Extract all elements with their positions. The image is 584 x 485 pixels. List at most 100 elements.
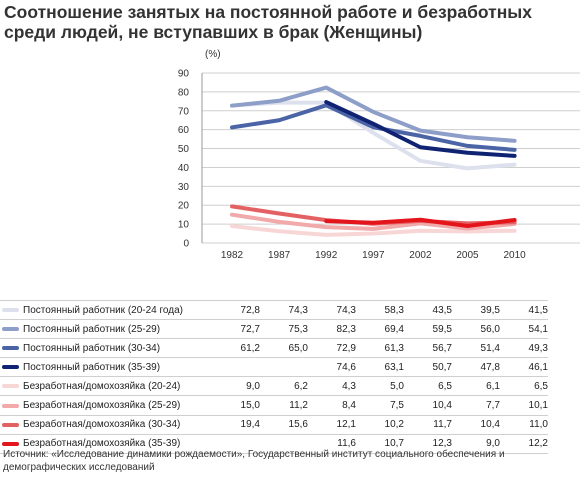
series-label: Постоянный работник (30-34) <box>20 338 237 358</box>
x-tick-label: 2005 <box>456 250 479 261</box>
table-cell-value <box>260 357 308 377</box>
table-cell-value <box>260 433 308 454</box>
legend-swatch-line <box>2 403 19 408</box>
table-cell-value: 6,2 <box>260 376 308 396</box>
table-cell-value: 12,1 <box>308 414 356 435</box>
x-tick-label: 1992 <box>315 250 338 261</box>
series-label: Постоянный работник (35-39) <box>20 357 237 377</box>
y-axis-label: (%) <box>205 49 221 60</box>
legend-swatch <box>0 338 20 358</box>
legend-swatch <box>0 299 20 320</box>
table-row: Безработная/домохозяйка (25-29) 15,0 11,2 8… <box>0 395 548 416</box>
data-table: Постоянный работник (20-24 года) 72,8 74,3… <box>0 299 584 454</box>
legend-swatch <box>0 319 20 339</box>
legend-swatch-line <box>2 365 19 370</box>
source-note: Источник: «Исследование динамики рождаем… <box>3 449 505 473</box>
table-cell-value: 75,3 <box>260 319 308 339</box>
series-label: Постоянный работник (20-24 года) <box>20 299 237 320</box>
table-cell-value: 65,0 <box>260 338 308 358</box>
table-cell-value: 54,1 <box>500 319 548 339</box>
legend-swatch-line <box>2 422 19 427</box>
legend-swatch <box>0 433 20 454</box>
table-cell-value: 15,6 <box>260 414 308 435</box>
y-tick-label: 50 <box>178 144 190 155</box>
table-cell-value: 10,7 <box>356 433 404 454</box>
table-cell-value: 69,4 <box>356 319 404 339</box>
series-label: Безработная/домохозяйка (30-34) <box>20 414 237 435</box>
x-tick-label: 1982 <box>221 250 244 261</box>
y-tick-label: 60 <box>178 125 190 136</box>
x-tick-label: 2010 <box>503 250 526 261</box>
table-cell-value: 47,8 <box>452 357 500 377</box>
table-cell-value <box>237 433 260 454</box>
table-cell-value: 9,0 <box>452 433 500 454</box>
table-cell-value: 39,5 <box>452 299 500 320</box>
table-cell-value: 72,8 <box>237 299 260 320</box>
series-label: Безработная/домохозяйка (20-24) <box>20 376 237 396</box>
table-cell-value: 7,7 <box>452 395 500 416</box>
table-cell-value: 11,2 <box>260 395 308 416</box>
y-tick-label: 70 <box>178 106 190 117</box>
y-tick-label: 10 <box>178 220 190 231</box>
table-cell-value: 10,4 <box>404 395 452 416</box>
table-cell-value: 51,4 <box>452 338 500 358</box>
table-cell-value: 9,0 <box>237 376 260 396</box>
table-cell-value: 46,1 <box>500 357 548 377</box>
table-row: Безработная/домохозяйка (35-39) 11,6 10,7 1… <box>0 433 548 454</box>
table-cell-value: 11,6 <box>308 433 356 454</box>
table-cell-value: 11,0 <box>500 414 548 435</box>
table-cell-value: 61,2 <box>237 338 260 358</box>
table-cell-value: 4,3 <box>308 376 356 396</box>
table-cell-value: 15,0 <box>237 395 260 416</box>
series-label: Безработная/домохозяйка (35-39) <box>20 433 237 454</box>
table-cell-value: 59,5 <box>404 319 452 339</box>
table-cell-value: 58,3 <box>356 299 404 320</box>
y-tick-label: 80 <box>178 87 190 98</box>
series-lines <box>230 85 517 237</box>
table-row: Постоянный работник (35-39) 74,6 63,1 50,7 4… <box>0 357 548 377</box>
legend-swatch-line <box>2 346 19 351</box>
series-label: Постоянный работник (25-29) <box>20 319 237 339</box>
table-row: Постоянный работник (30-34) 61,2 65,0 72,9 6… <box>0 338 548 358</box>
legend-swatch <box>0 395 20 416</box>
table-cell-value: 11,7 <box>404 414 452 435</box>
y-tick-label: 30 <box>178 182 190 193</box>
table-cell-value: 56,0 <box>452 319 500 339</box>
table-cell-value: 8,4 <box>308 395 356 416</box>
table-cell-value: 12,3 <box>404 433 452 454</box>
table-cell-value: 6,5 <box>404 376 452 396</box>
table-cell-value: 56,7 <box>404 338 452 358</box>
table-cell-value: 82,3 <box>308 319 356 339</box>
legend-swatch-line <box>2 308 19 313</box>
table-cell-value: 50,7 <box>404 357 452 377</box>
table-row: Безработная/домохозяйка (30-34) 19,4 15,6 1… <box>0 414 548 435</box>
table-row: Постоянный работник (20-24 года) 72,8 74,3… <box>0 299 548 320</box>
table-cell-value: 12,2 <box>500 433 548 454</box>
legend-swatch <box>0 414 20 435</box>
chart-title-line-1: Соотношение занятых на постоянной работе… <box>4 2 532 22</box>
table-cell-value: 72,9 <box>308 338 356 358</box>
table-cell-value: 43,5 <box>404 299 452 320</box>
table-cell-value: 10,2 <box>356 414 404 435</box>
table-cell-value: 63,1 <box>356 357 404 377</box>
axes: 0 10 20 30 40 50 60 70 80 90 (%) 1982 1987 1992 1997 20… <box>178 49 526 261</box>
y-tick-label: 40 <box>178 163 190 174</box>
table-cell-value: 7,5 <box>356 395 404 416</box>
table-cell-value: 5,0 <box>356 376 404 396</box>
table-cell-value: 41,5 <box>500 299 548 320</box>
table-cell-value: 49,3 <box>500 338 548 358</box>
legend-swatch-line <box>2 441 19 446</box>
table-cell-value: 10,4 <box>452 414 500 435</box>
x-tick-label: 1987 <box>268 250 291 261</box>
table-cell-value: 10,1 <box>500 395 548 416</box>
table-row: Постоянный работник (25-29) 72,7 75,3 82,3 6… <box>0 319 548 339</box>
table-cell-value: 6,5 <box>500 376 548 396</box>
table-cell-value: 72,7 <box>237 319 260 339</box>
table-cell-value: 6,1 <box>452 376 500 396</box>
table-cell-value: 74,3 <box>308 299 356 320</box>
y-tick-label: 90 <box>178 69 190 80</box>
table-cell-value: 74,6 <box>308 357 356 377</box>
line-chart: 0 10 20 30 40 50 60 70 80 90 (%) 1982 1987 1992 1997 20… <box>178 49 580 261</box>
table-cell-value: 74,3 <box>260 299 308 320</box>
y-tick-label: 0 <box>183 239 189 250</box>
